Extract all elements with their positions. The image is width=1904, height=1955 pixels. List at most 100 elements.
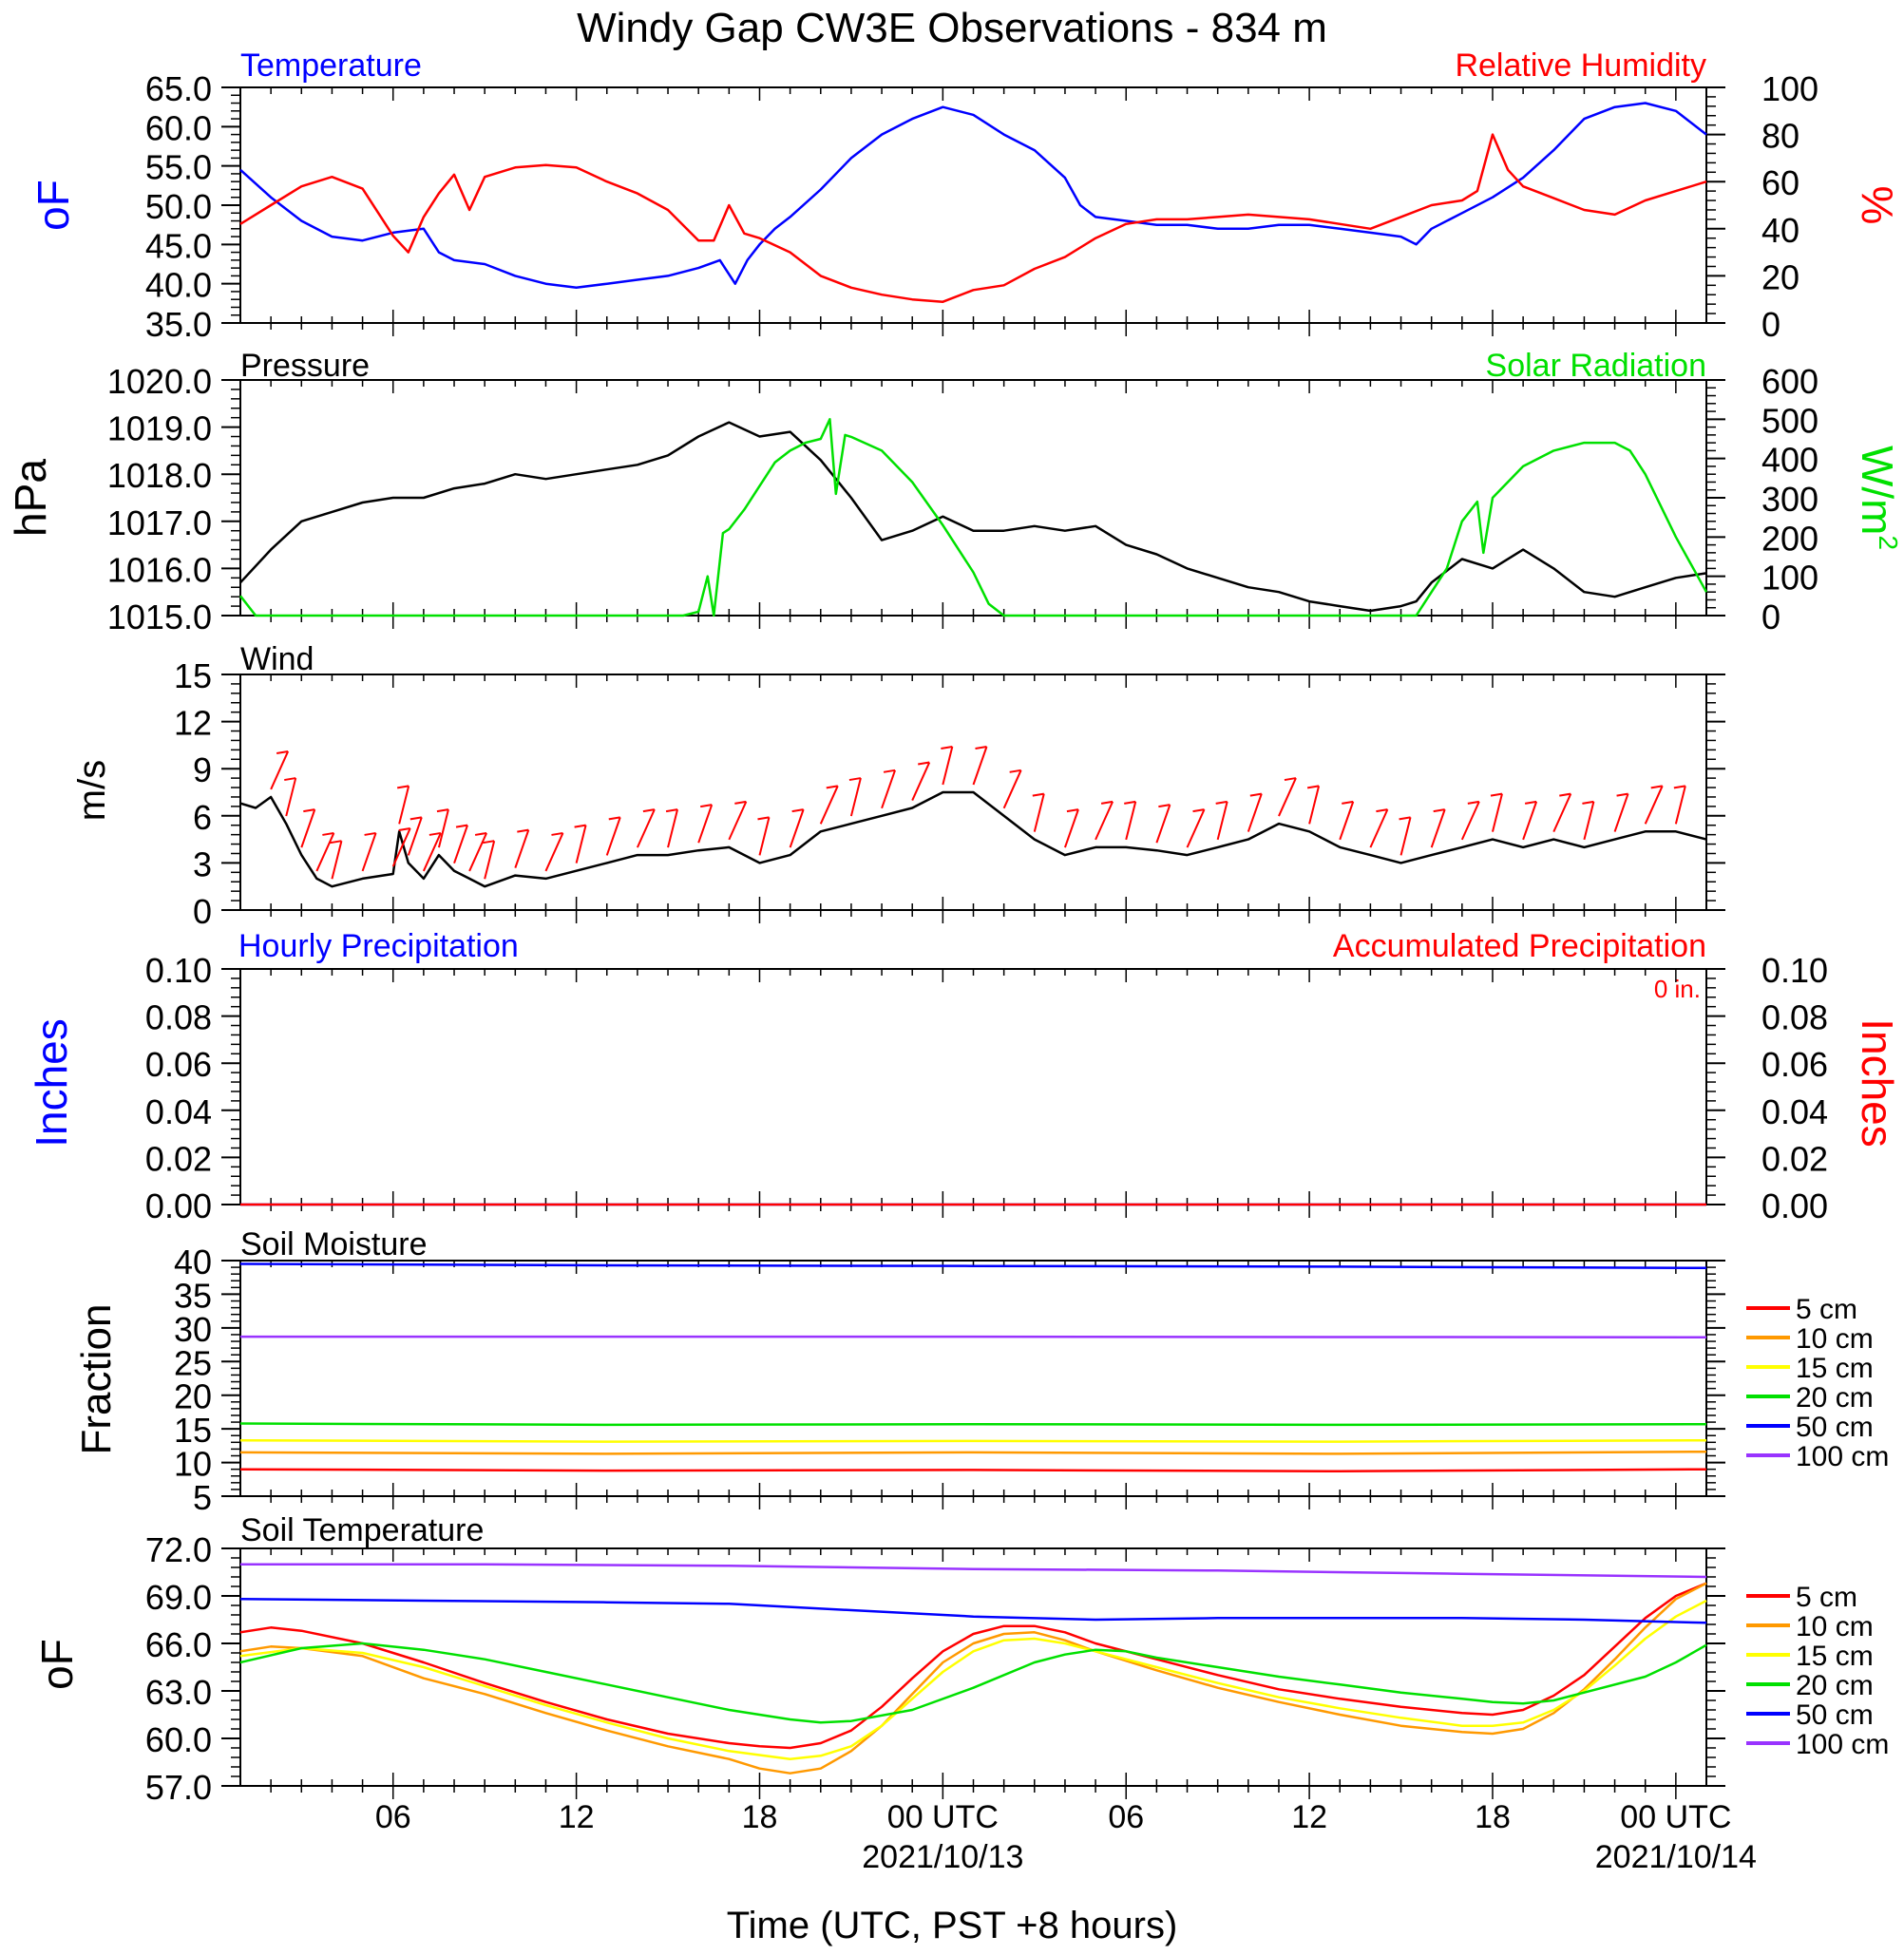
x-tick-label: 18 (1475, 1799, 1511, 1835)
y-tick-label: 12 (174, 704, 212, 743)
wind-barb-flag (409, 816, 422, 821)
pressure-title: Pressure (240, 348, 370, 384)
wind-barb (728, 801, 748, 841)
wind-barb-flag (700, 804, 713, 808)
wind-barb (1460, 801, 1480, 841)
wind-panel: Wind m/s 0 3 6 9 12 15 (71, 641, 1725, 931)
wind-barb-flag (276, 750, 289, 754)
y-tick-label: 0.08 (145, 998, 212, 1037)
legend-label-15-cm: 15 cm (1796, 1641, 1874, 1672)
wind-barb (1033, 793, 1045, 832)
x-tick-label: 00 UTC (887, 1799, 999, 1835)
wind-barb-flag (330, 840, 342, 845)
wind-barb (1644, 785, 1664, 825)
wind-barb (758, 817, 771, 856)
precip-left-unit-label: Inches (27, 1018, 76, 1148)
wind-barb (315, 832, 335, 872)
wind-barb (911, 762, 931, 801)
y-tick-label: 1018.0 (107, 456, 212, 495)
x-axis-label: Time (UTC, PST +8 hours) (727, 1905, 1178, 1946)
y-tick-label: 60.0 (145, 1720, 212, 1759)
soil_moisture-frame (239, 1260, 1707, 1497)
wind-barb (391, 827, 411, 867)
20-cm-line (239, 1422, 1707, 1427)
y-tick-label: 0.00 (145, 1186, 212, 1225)
legend-label-10-cm: 10 cm (1796, 1611, 1874, 1642)
legend-label-20-cm: 20 cm (1796, 1670, 1874, 1701)
y-tick-label-right: 0 (1761, 598, 1780, 636)
wind-barb (270, 750, 290, 790)
wind-barb-flag (284, 777, 296, 782)
wind-title: Wind (240, 641, 314, 677)
temperature-title: Temperature (240, 47, 422, 84)
y-tick-label-right: 0.04 (1761, 1092, 1828, 1131)
wind-barb (285, 777, 297, 817)
precip-frame (239, 968, 1707, 1205)
y-tick-label: 60.0 (145, 108, 212, 147)
solar-unit-label: W/m2 (1853, 446, 1903, 550)
x-tick-label: 18 (742, 1799, 778, 1835)
50-cm-line (239, 1598, 1707, 1624)
wind-barb (1552, 793, 1572, 833)
solar-radiation-title: Solar Radiation (1486, 348, 1706, 384)
20-cm-line (239, 1642, 1707, 1724)
soil-moisture-unit-label: Fraction (73, 1304, 120, 1455)
wind-barb (361, 832, 377, 872)
wind-barb (1125, 801, 1137, 841)
15-cm-line (239, 1599, 1707, 1760)
y-tick-label: 55.0 (145, 148, 212, 187)
x-tick-label: 06 (1108, 1799, 1144, 1835)
y-tick-label: 1016.0 (107, 550, 212, 589)
wind-barb (849, 777, 862, 817)
wind-barb (972, 746, 988, 786)
precip-panel: Hourly Precipitation Accumulated Precipi… (27, 928, 1902, 1225)
y-tick-label: 0.06 (145, 1045, 212, 1084)
wind-barb-flag (1215, 800, 1228, 805)
legend-label-20-cm: 20 cm (1796, 1382, 1874, 1414)
wind-barb-flag (428, 831, 442, 836)
wind-barb (1216, 801, 1228, 841)
wind-unit-label: m/s (71, 760, 113, 821)
legend-label-100-cm: 100 cm (1796, 1729, 1889, 1760)
y-tick-label: 15 (174, 1411, 212, 1450)
wind-barb (942, 746, 954, 786)
pressure-line (239, 421, 1707, 613)
5-cm-line (239, 1468, 1707, 1473)
wind-barb-flag (975, 746, 987, 750)
wind-barb-flag (1582, 800, 1594, 805)
wind-barb (1492, 793, 1503, 832)
wind-barb-flag (1467, 800, 1479, 805)
wind-barb (1522, 801, 1538, 841)
temp-rh-panel: Temperature Relative Humidity oF % 35.04… (29, 47, 1902, 344)
y-tick-label: 1019.0 (107, 409, 212, 448)
wind-barb-flag (665, 808, 678, 813)
wind-barb (398, 786, 410, 825)
y-tick-label: 0.04 (145, 1092, 212, 1131)
wind-barb (636, 808, 656, 848)
rh-unit-label: % (1853, 186, 1902, 225)
wind-barb-flag (1524, 800, 1537, 805)
wind-barb (1278, 777, 1297, 817)
wind-barb-flag (1399, 816, 1411, 821)
y-tick-label-right: 300 (1761, 480, 1818, 519)
wind-barb-flag (1066, 808, 1079, 813)
wind-barb-flag (474, 831, 487, 836)
solar-radiation-line (239, 418, 1708, 617)
temp-unit-label: oF (29, 180, 78, 231)
y-tick-label: 20 (174, 1377, 212, 1416)
y-tick-label: 0 (193, 892, 212, 931)
y-tick-label: 15 (174, 656, 212, 695)
soil_temp-frame (239, 1547, 1707, 1787)
wind-barb-flag (455, 824, 468, 828)
50-cm-line (239, 1262, 1707, 1270)
y-tick-label: 50.0 (145, 187, 212, 226)
wind-barb (1583, 801, 1595, 841)
y-tick-label: 45.0 (145, 226, 212, 265)
legend-label-5-cm: 5 cm (1796, 1582, 1857, 1613)
wind-barb (789, 808, 805, 848)
x-date-label: 2021/10/14 (1595, 1839, 1757, 1875)
wind-barb (1674, 786, 1686, 825)
wind-barb-flag (517, 828, 529, 833)
y-tick-label-right: 0 (1761, 305, 1780, 344)
y-tick-label: 0.02 (145, 1139, 212, 1178)
